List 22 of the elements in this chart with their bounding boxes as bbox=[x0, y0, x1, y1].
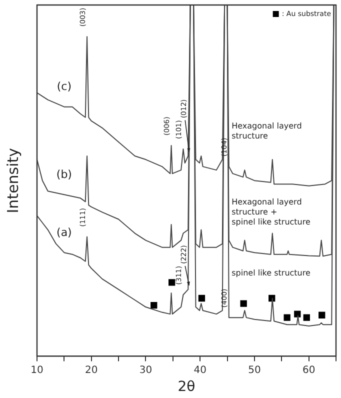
series-label: (a) bbox=[56, 226, 72, 239]
x-axis-title: 2θ bbox=[178, 379, 196, 396]
point bbox=[168, 279, 176, 286]
point bbox=[198, 294, 206, 302]
point bbox=[284, 314, 290, 321]
point bbox=[303, 314, 310, 321]
series-label: (b) bbox=[56, 168, 72, 182]
x-tick-label: 30 bbox=[139, 364, 152, 376]
x-tick-label: 40 bbox=[194, 364, 206, 376]
annotation: Hexagonal layerd structure + spinel like structure bbox=[232, 197, 310, 226]
point bbox=[150, 302, 158, 309]
x-tick-label: 10 bbox=[30, 364, 44, 376]
point bbox=[240, 300, 247, 307]
y-axis-title: Intensity bbox=[4, 148, 22, 214]
series-label: (c) bbox=[56, 80, 72, 94]
point bbox=[318, 312, 326, 318]
point bbox=[294, 310, 301, 318]
annotation: Hexagonal layerd structure bbox=[232, 122, 302, 141]
x-tick-label: 50 bbox=[248, 364, 261, 376]
x-tick-label: 20 bbox=[84, 364, 98, 376]
annotation: spinel like structure bbox=[232, 268, 310, 278]
x-tick-label: 60 bbox=[302, 364, 316, 376]
